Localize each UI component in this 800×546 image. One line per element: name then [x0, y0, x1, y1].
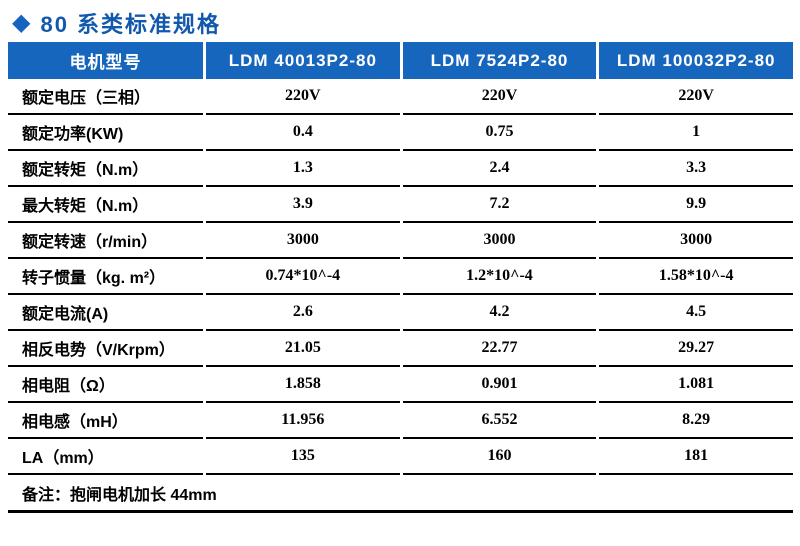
table-row: LA（mm） 135 160 181 — [8, 439, 793, 475]
row-value: 1.2*10^-4 — [402, 259, 597, 295]
row-value: 1.858 — [206, 367, 400, 403]
row-value: 3.3 — [599, 151, 793, 187]
row-value: 0.4 — [206, 115, 400, 151]
row-value: 1.3 — [206, 151, 400, 187]
row-value: 3000 — [599, 223, 793, 259]
header-cell-model-3: LDM 100032P2-80 — [599, 42, 793, 79]
table-row: 额定电流(A) 2.6 4.2 4.5 — [8, 295, 793, 331]
header-cell-model-label: 电机型号 — [8, 42, 203, 79]
table-body: 额定电压（三相） 220V 220V 220V 额定功率(KW) 0.4 0.7… — [8, 79, 793, 475]
table-row: 相电阻（Ω） 1.858 0.901 1.081 — [8, 367, 793, 403]
row-value: 1.58*10^-4 — [599, 259, 793, 295]
row-value: 135 — [206, 439, 400, 475]
table-row: 相反电势（V/Krpm） 21.05 22.77 29.27 — [8, 331, 793, 367]
row-value: 8.29 — [599, 403, 793, 439]
table-row: 相电感（mH） 11.956 6.552 8.29 — [8, 403, 793, 439]
header-cell-model-2: LDM 7524P2-80 — [402, 42, 597, 79]
row-value: 181 — [599, 439, 793, 475]
row-value: 22.77 — [402, 331, 597, 367]
row-value: 0.75 — [402, 115, 597, 151]
row-value: 220V — [599, 79, 793, 115]
row-value: 0.901 — [402, 367, 597, 403]
table-row: 额定功率(KW) 0.4 0.75 1 — [8, 115, 793, 151]
table-header-row: 电机型号 LDM 40013P2-80 LDM 7524P2-80 LDM 10… — [8, 42, 793, 79]
row-label: 最大转矩（N.m） — [8, 187, 203, 223]
row-value: 2.4 — [402, 151, 597, 187]
section-title-bar: ◆ 80 系类标准规格 — [0, 0, 800, 38]
row-label: 转子惯量（kg. m²） — [8, 259, 203, 295]
row-label: 相反电势（V/Krpm） — [8, 331, 203, 367]
row-value: 220V — [206, 79, 400, 115]
row-label: 相电感（mH） — [8, 403, 203, 439]
table-note-row: 备注：抱闸电机加长 44mm — [8, 475, 793, 513]
table-row: 最大转矩（N.m） 3.9 7.2 9.9 — [8, 187, 793, 223]
table-row: 额定转速（r/min） 3000 3000 3000 — [8, 223, 793, 259]
row-value: 220V — [402, 79, 597, 115]
row-value: 1.081 — [599, 367, 793, 403]
row-label: 相电阻（Ω） — [8, 367, 203, 403]
row-value: 1 — [599, 115, 793, 151]
row-value: 11.956 — [206, 403, 400, 439]
table-row: 转子惯量（kg. m²） 0.74*10^-4 1.2*10^-4 1.58*1… — [8, 259, 793, 295]
row-value: 3000 — [206, 223, 400, 259]
diamond-icon: ◆ — [12, 8, 31, 36]
row-label: 额定转矩（N.m） — [8, 151, 203, 187]
row-value: 4.5 — [599, 295, 793, 331]
table-row: 额定电压（三相） 220V 220V 220V — [8, 79, 793, 115]
row-value: 6.552 — [402, 403, 597, 439]
page-title: 80 系类标准规格 — [40, 11, 222, 37]
row-value: 29.27 — [599, 331, 793, 367]
row-label: 额定电流(A) — [8, 295, 203, 331]
row-value: 9.9 — [599, 187, 793, 223]
header-cell-model-1: LDM 40013P2-80 — [206, 42, 400, 79]
row-value: 7.2 — [402, 187, 597, 223]
row-label: 额定功率(KW) — [8, 115, 203, 151]
row-value: 2.6 — [206, 295, 400, 331]
row-label: 额定电压（三相） — [8, 79, 203, 115]
table-row: 额定转矩（N.m） 1.3 2.4 3.3 — [8, 151, 793, 187]
row-value: 4.2 — [402, 295, 597, 331]
spec-table: 电机型号 LDM 40013P2-80 LDM 7524P2-80 LDM 10… — [8, 42, 793, 513]
row-value: 0.74*10^-4 — [206, 259, 400, 295]
row-label: LA（mm） — [8, 439, 203, 475]
row-value: 3.9 — [206, 187, 400, 223]
row-value: 3000 — [402, 223, 597, 259]
row-value: 160 — [402, 439, 597, 475]
row-value: 21.05 — [206, 331, 400, 367]
row-label: 额定转速（r/min） — [8, 223, 203, 259]
